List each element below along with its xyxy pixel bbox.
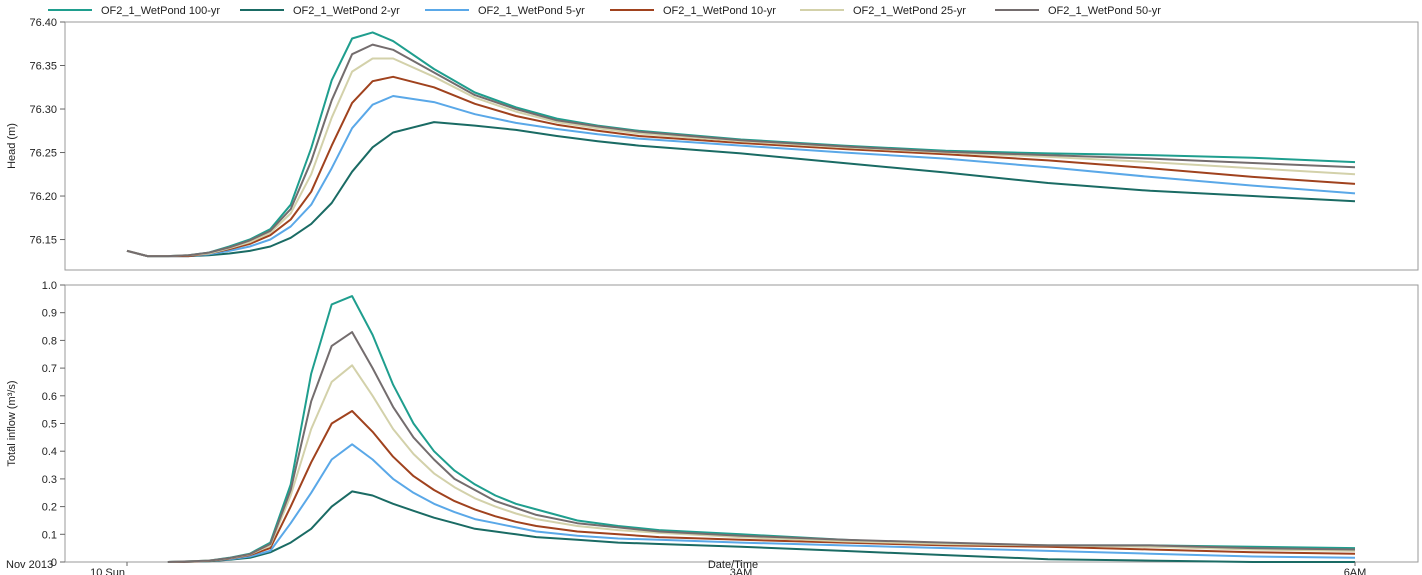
x-axis: Nov 2013 Date/Time 10 Sun 3AM 6AM	[6, 559, 1366, 575]
inflow-ytick-label-7: 0.7	[42, 363, 57, 375]
legend-label-2: OF2_1_WetPond 5-yr	[478, 5, 585, 17]
x-date-label: Nov 2013	[6, 559, 53, 571]
head-ytick-label-2: 76.25	[29, 148, 57, 160]
inflow-ytick-label-0: 0	[51, 557, 57, 569]
head-series-line-5	[126, 43, 1356, 258]
x-axis-title: Date/Time	[708, 559, 758, 571]
inflow-series-line-3	[167, 410, 1356, 563]
inflow-ytick-label-6: 0.6	[42, 391, 57, 403]
legend-label-5: OF2_1_WetPond 50-yr	[1048, 5, 1161, 17]
inflow-ytick-label-1: 0.1	[42, 529, 57, 541]
inflow-ytick-label-8: 0.8	[42, 335, 57, 347]
x-tick-label-2: 6AM	[1344, 567, 1367, 575]
inflow-plot-frame	[64, 284, 1419, 563]
head-panel: 76.15 76.20 76.25 76.30 76.35 76.40 Head (m)	[6, 17, 1419, 271]
legend: OF2_1_WetPond 100-yr OF2_1_WetPond 2-yr OF…	[48, 5, 1161, 17]
head-series-line-2	[126, 95, 1356, 258]
inflow-ytick-label-4: 0.4	[42, 446, 57, 458]
head-series-line-4	[126, 57, 1356, 258]
head-series-line-1	[126, 121, 1356, 258]
head-ytick-label-4: 76.35	[29, 61, 57, 73]
head-ytick-label-5: 76.40	[29, 17, 57, 29]
inflow-ytick-label-10: 1.0	[42, 280, 57, 292]
inflow-panel: 0 0.1 0.2 0.3 0.4 0.5 0.6 0.7 0.8 0.9 1.0 Total inf…	[6, 280, 1419, 569]
inflow-ytick-label-5: 0.5	[42, 419, 57, 431]
head-y-axis-title: Head (m)	[6, 123, 18, 169]
legend-label-3: OF2_1_WetPond 10-yr	[663, 5, 776, 17]
legend-label-0: OF2_1_WetPond 100-yr	[101, 5, 220, 17]
head-plot-frame	[64, 21, 1419, 271]
inflow-series-line-1	[167, 490, 1355, 563]
head-ytick-label-0: 76.15	[29, 235, 57, 247]
head-series-line-3	[126, 75, 1356, 258]
head-ytick-label-1: 76.20	[29, 191, 57, 203]
inflow-ytick-label-9: 0.9	[42, 308, 57, 320]
inflow-series-line-4	[167, 364, 1356, 563]
head-ytick-label-3: 76.30	[29, 104, 57, 116]
legend-label-1: OF2_1_WetPond 2-yr	[293, 5, 400, 17]
inflow-series-line-5	[167, 331, 1356, 563]
x-tick-label-1: 3AM	[730, 567, 753, 575]
legend-label-4: OF2_1_WetPond 25-yr	[853, 5, 966, 17]
inflow-ytick-label-2: 0.2	[42, 502, 57, 514]
inflow-ytick-label-3: 0.3	[42, 474, 57, 486]
inflow-y-axis-title: Total inflow (m³/s)	[6, 380, 18, 466]
inflow-series-line-2	[167, 443, 1356, 563]
x-tick-label-0: 10 Sun	[90, 567, 125, 575]
